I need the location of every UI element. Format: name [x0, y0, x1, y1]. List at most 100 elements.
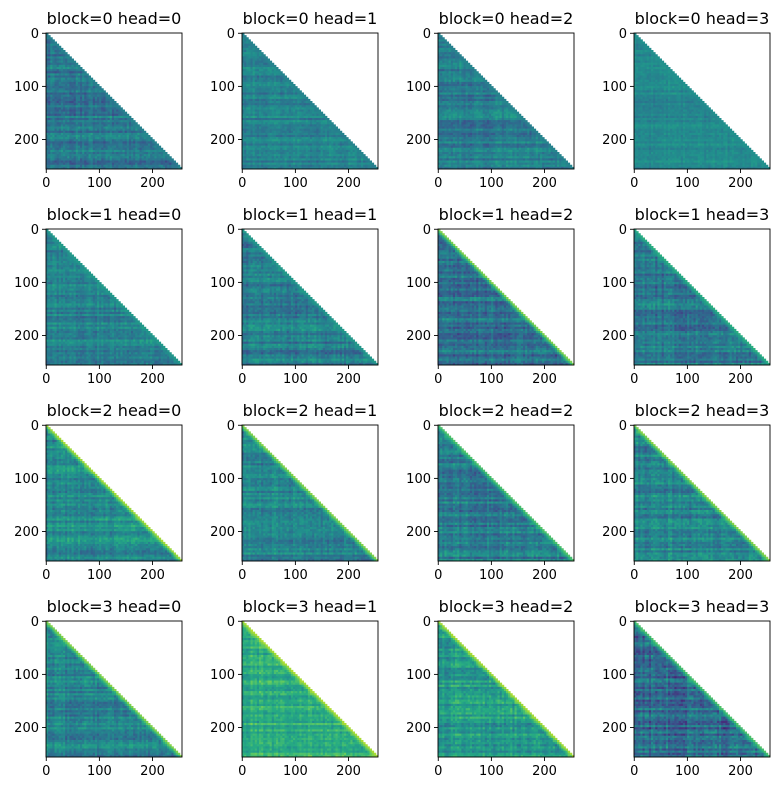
- heatmap-cell: [86, 103, 88, 105]
- heatmap-cell: [106, 133, 108, 135]
- heatmap-cell: [50, 88, 52, 90]
- heatmap-cell: [74, 84, 76, 86]
- heatmap-cell: [84, 95, 86, 97]
- heatmap-cell: [89, 144, 91, 146]
- heatmap-cell: [97, 129, 99, 131]
- heatmap-cell: [78, 124, 80, 126]
- heatmap-cell: [67, 146, 69, 148]
- heatmap-cell: [144, 135, 146, 137]
- heatmap-cell: [50, 107, 52, 109]
- heatmap-cell: [52, 59, 54, 61]
- heatmap-cell: [61, 110, 63, 112]
- heatmap-cell: [61, 131, 63, 133]
- heatmap-cell: [95, 95, 97, 97]
- heatmap-cell: [59, 146, 61, 148]
- heatmap-cell: [82, 103, 84, 105]
- heatmap-cell: [61, 137, 63, 139]
- heatmap-cell: [52, 54, 54, 56]
- heatmap-cell: [50, 110, 52, 112]
- heatmap-cell: [112, 105, 114, 107]
- heatmap-cell: [89, 131, 91, 133]
- heatmap-cell: [69, 61, 71, 63]
- heatmap-cell: [76, 82, 78, 84]
- heatmap-cell: [89, 95, 91, 97]
- heatmap-cell: [106, 107, 108, 109]
- heatmap-cell: [59, 52, 61, 54]
- heatmap-cell: [89, 129, 91, 131]
- heatmap-cell: [61, 80, 63, 82]
- heatmap-cell: [97, 101, 99, 103]
- heatmap-cell: [101, 99, 103, 101]
- heatmap-cell: [108, 135, 110, 137]
- heatmap-cell: [97, 131, 99, 133]
- heatmap-cell: [78, 110, 80, 112]
- heatmap-cell: [106, 127, 108, 129]
- heatmap-cell: [74, 135, 76, 137]
- heatmap-cell: [52, 146, 54, 148]
- heatmap-cell: [91, 101, 93, 103]
- heatmap-cell: [103, 116, 105, 118]
- heatmap-cell: [61, 129, 63, 131]
- heatmap-cell: [114, 146, 116, 148]
- heatmap-cell: [144, 144, 146, 146]
- heatmap-cell: [57, 137, 59, 139]
- heatmap-cell: [69, 118, 71, 120]
- heatmap-cell: [61, 50, 63, 52]
- heatmap-cell: [52, 144, 54, 146]
- heatmap-cell: [72, 110, 74, 112]
- heatmap-cell: [144, 131, 146, 133]
- heatmap-cell: [52, 78, 54, 80]
- heatmap-cell: [108, 105, 110, 107]
- heatmap-cell: [48, 46, 50, 48]
- heatmap-cell: [82, 124, 84, 126]
- heatmap-cell: [78, 86, 80, 88]
- heatmap-cell: [69, 90, 71, 92]
- heatmap-cell: [65, 90, 67, 92]
- heatmap-cell: [103, 114, 105, 116]
- heatmap-cell: [129, 118, 131, 120]
- heatmap-cell: [55, 118, 57, 120]
- heatmap-cell: [63, 107, 65, 109]
- heatmap-cell: [65, 73, 67, 75]
- heatmap-cell: [48, 93, 50, 95]
- heatmap-cell: [103, 124, 105, 126]
- heatmap-cell: [55, 124, 57, 126]
- heatmap-cell: [74, 116, 76, 118]
- heatmap-cell: [108, 133, 110, 135]
- heatmap-cell: [101, 90, 103, 92]
- heatmap-cell: [108, 97, 110, 99]
- heatmap-cell: [55, 148, 57, 150]
- heatmap-cell: [99, 112, 101, 114]
- heatmap-cell: [91, 129, 93, 131]
- heatmap-cell: [86, 141, 88, 143]
- heatmap-cell: [55, 88, 57, 90]
- heatmap-cell: [50, 114, 52, 116]
- heatmap-cell: [86, 133, 88, 135]
- heatmap-cell: [59, 118, 61, 120]
- heatmap-cell: [95, 118, 97, 120]
- heatmap-cell: [74, 127, 76, 129]
- heatmap-cell: [63, 82, 65, 84]
- heatmap-cell: [72, 129, 74, 131]
- heatmap-cell: [69, 146, 71, 148]
- heatmap-cell: [86, 118, 88, 120]
- heatmap-cell: [95, 124, 97, 126]
- heatmap-cell: [93, 146, 95, 148]
- heatmap-cell: [50, 82, 52, 84]
- heatmap-cell: [69, 97, 71, 99]
- heatmap-cell: [108, 146, 110, 148]
- heatmap-cell: [137, 137, 139, 139]
- heatmap-cell: [133, 127, 135, 129]
- heatmap-cell: [61, 120, 63, 122]
- heatmap-cell: [57, 82, 59, 84]
- heatmap-cell: [80, 137, 82, 139]
- heatmap-cell: [57, 73, 59, 75]
- heatmap-cell: [69, 101, 71, 103]
- heatmap-cell: [133, 135, 135, 137]
- heatmap-cell: [50, 148, 52, 150]
- heatmap-cell: [80, 99, 82, 101]
- heatmap-cell: [142, 146, 144, 148]
- heatmap-cell: [52, 48, 54, 50]
- heatmap-cell: [48, 144, 50, 146]
- heatmap-cell: [61, 97, 63, 99]
